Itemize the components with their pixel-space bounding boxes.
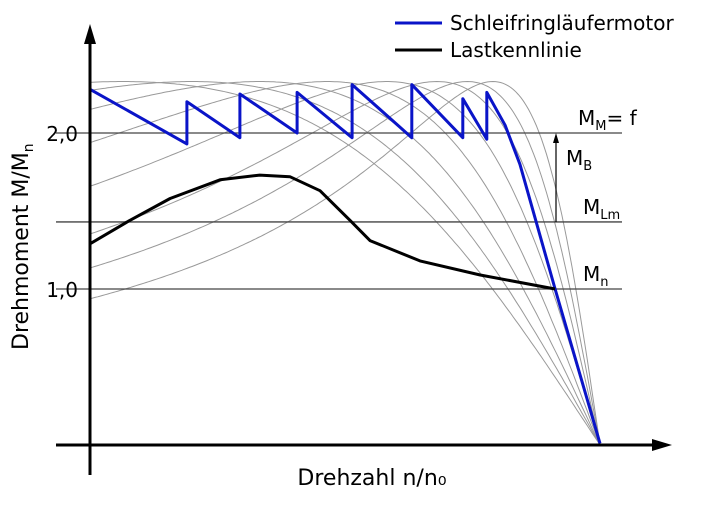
series-line-lastkennlinie	[89, 173, 556, 291]
x-axis-arrow-icon	[652, 439, 672, 451]
reference-line-label: Mn	[583, 262, 609, 290]
ytick-label: 1,0	[46, 278, 78, 302]
mb-label: MB	[566, 146, 592, 174]
legend-label-motor: Schleifringläufermotor	[450, 11, 674, 35]
reference-line-label: MM= f	[578, 106, 638, 134]
reference-lines: MM= f MLm Mn	[56, 106, 638, 290]
y-axis-arrow-icon	[84, 24, 96, 44]
y-axis-label: Drehmoment M/Mn	[9, 143, 37, 350]
stage-curve	[89, 81, 601, 446]
x-axis-label: Drehzahl n/n₀	[297, 466, 446, 491]
reference-line-label: MLm	[583, 195, 620, 223]
legend: Schleifringläufermotor Lastkennlinie	[395, 11, 674, 62]
stage-curve	[89, 80, 601, 446]
stage-curve	[89, 81, 601, 446]
resistance-stage-curves	[89, 80, 601, 446]
ytick-label: 2,0	[46, 122, 78, 146]
stage-curve	[89, 80, 601, 446]
mb-arrow-head-icon	[553, 133, 559, 143]
stage-curve	[89, 80, 601, 446]
legend-label-load: Lastkennlinie	[450, 38, 582, 62]
stage-curve	[89, 81, 601, 446]
stage-curve	[89, 81, 601, 446]
stage-curve	[89, 81, 601, 446]
series-line-schleifringläufermotor	[89, 83, 602, 444]
series-curves	[89, 83, 602, 444]
